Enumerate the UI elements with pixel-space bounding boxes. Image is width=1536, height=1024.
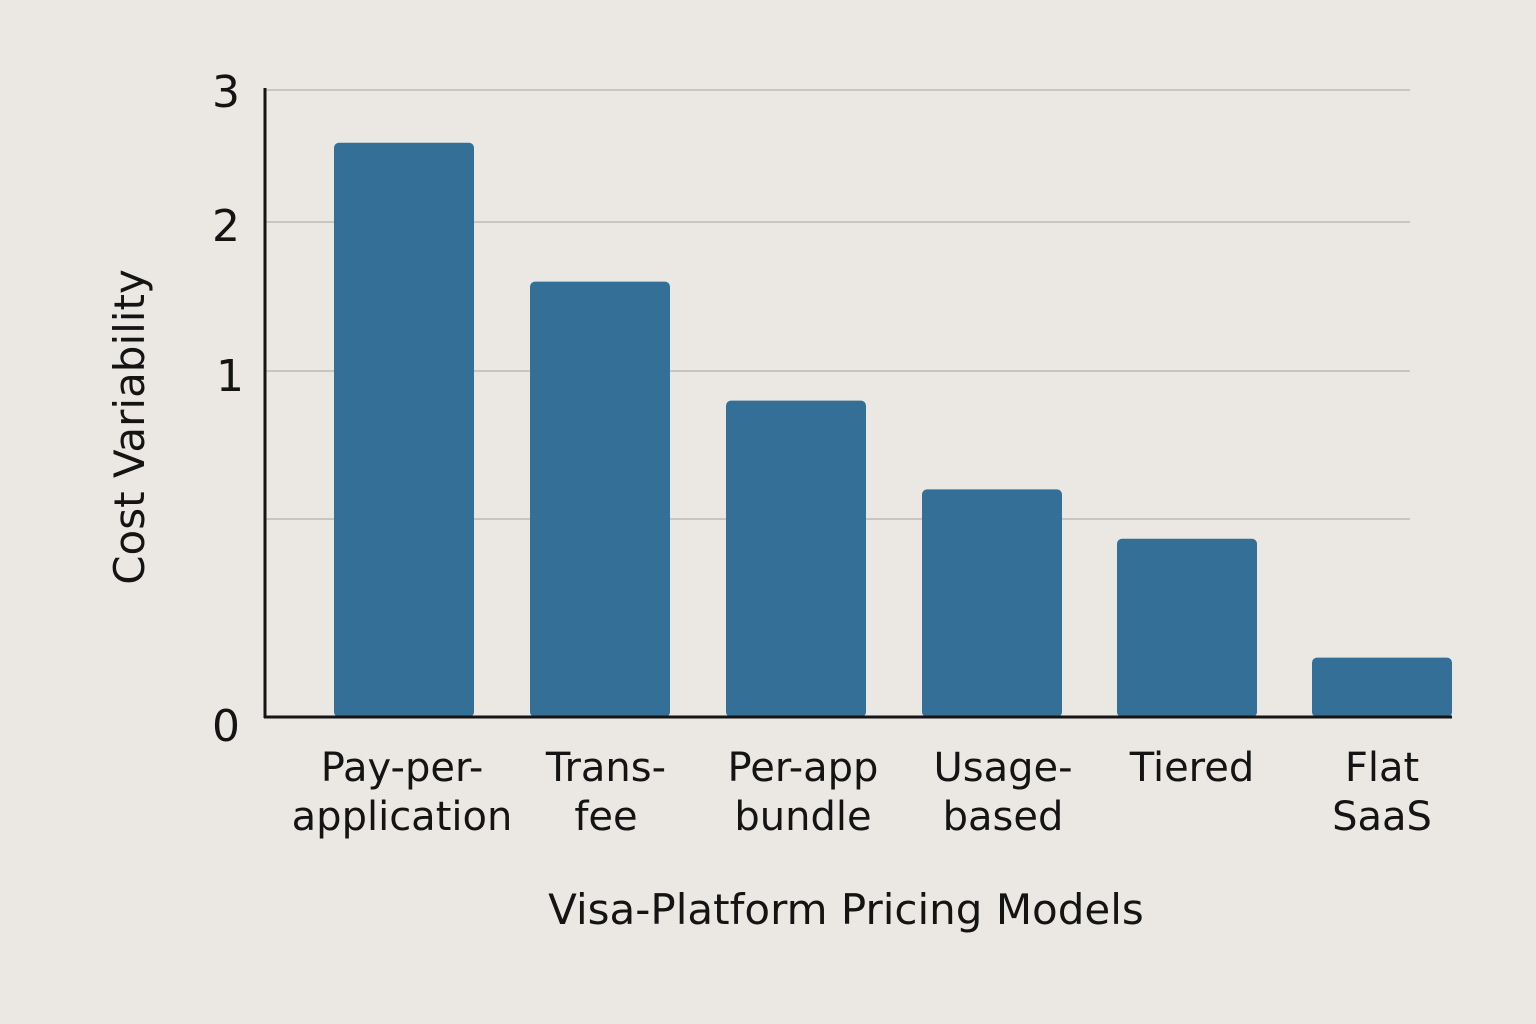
bar — [922, 489, 1062, 717]
x-category-label-line: application — [292, 794, 513, 840]
x-category-label-line: Pay-per- — [321, 745, 484, 791]
y-tick-labels: 0 1 2 3 — [212, 67, 244, 752]
x-axis-title: Visa-Platform Pricing Models — [548, 885, 1144, 934]
y-tick-label: 2 — [212, 201, 240, 252]
x-category-label-line: Flat — [1345, 745, 1419, 791]
y-tick-label: 0 — [212, 701, 240, 752]
x-category-label-line: Per-app — [728, 745, 879, 791]
x-category-label-line: Tiered — [1129, 745, 1255, 791]
x-category-label: Tiered — [1129, 745, 1255, 791]
x-category-label-line: Trans- — [545, 745, 666, 791]
bars — [334, 142, 1452, 718]
y-axis-title: Cost Variability — [105, 269, 154, 585]
bar — [1117, 538, 1257, 717]
y-tick-label: 3 — [212, 67, 240, 118]
x-category-label-line: fee — [574, 794, 637, 840]
x-category-labels: Pay-per-application Trans-fee Per-app bundl… — [292, 745, 1432, 840]
x-category-label-line: SaaS — [1332, 794, 1432, 840]
axes — [263, 88, 1452, 719]
y-tick-label: 1 — [216, 351, 244, 402]
x-category-label-line: based — [943, 794, 1064, 840]
x-category-label-line: bundle — [734, 794, 871, 840]
x-category-label: Usage-based — [933, 745, 1072, 840]
x-category-label: Per-app bundle — [728, 745, 879, 840]
bar — [726, 400, 866, 717]
bar — [530, 281, 670, 717]
x-category-label-line: Usage- — [933, 745, 1072, 791]
bar — [1312, 657, 1452, 717]
bar — [334, 142, 474, 718]
x-category-label: Trans-fee — [545, 745, 666, 840]
x-category-label: Flat SaaS — [1332, 745, 1432, 840]
x-category-label: Pay-per-application — [292, 745, 513, 840]
